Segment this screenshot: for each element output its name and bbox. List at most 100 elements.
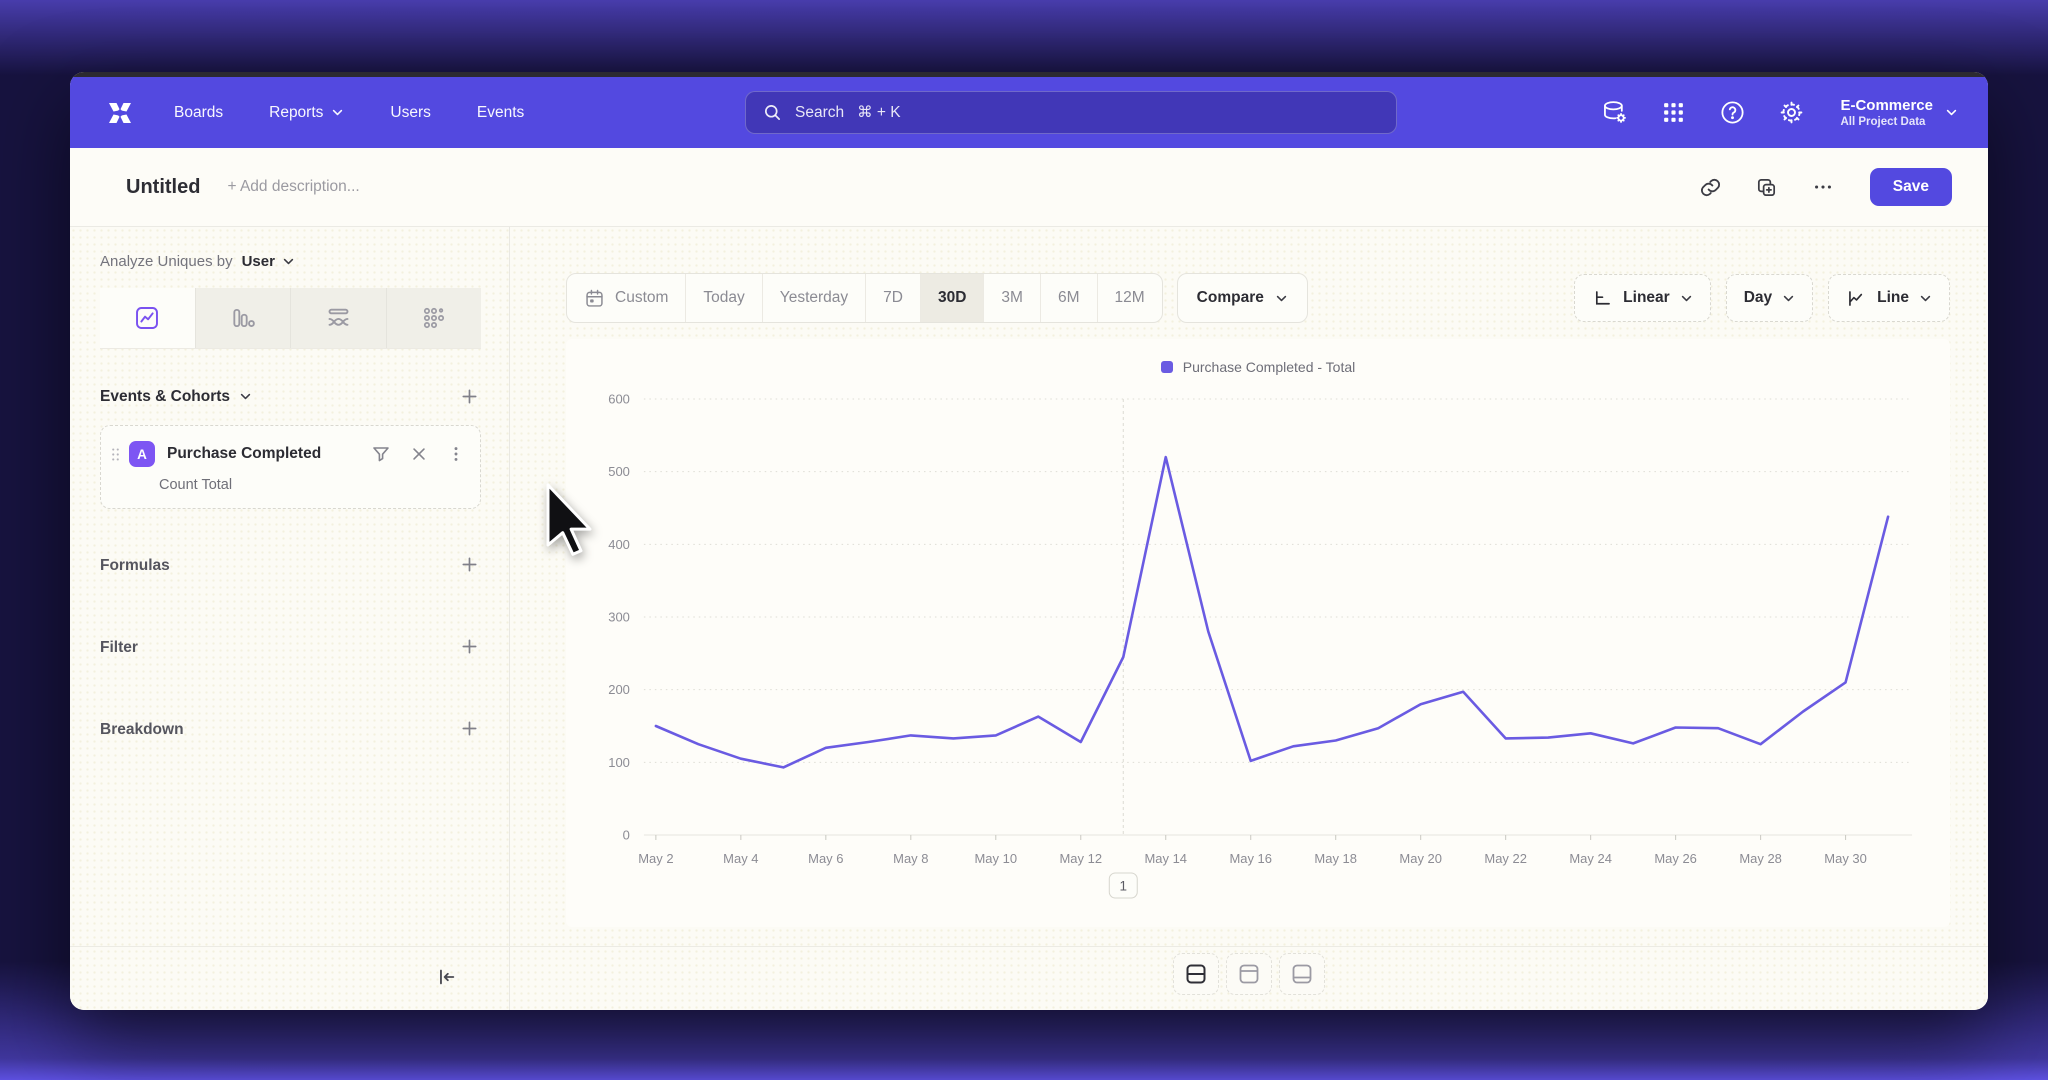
events-section-title: Events & Cohorts	[100, 387, 231, 405]
top-navbar: Boards Reports Users Events Search ⌘ + K	[70, 77, 1988, 148]
layout-panel-bottom-button[interactable]	[1279, 953, 1325, 995]
svg-text:May 22: May 22	[1484, 851, 1527, 866]
chevron-down-icon	[282, 255, 295, 268]
compare-dropdown[interactable]: Compare	[1176, 273, 1308, 323]
svg-text:May 4: May 4	[723, 851, 758, 866]
chevron-down-icon	[1945, 106, 1958, 119]
more-vertical-icon[interactable]	[447, 445, 465, 463]
range-6m[interactable]: 6M	[1041, 274, 1098, 322]
events-cohorts-toggle[interactable]: Events & Cohorts	[100, 388, 252, 406]
analyze-row: Analyze Uniques by User	[100, 253, 481, 270]
duplicate-icon[interactable]	[1754, 174, 1780, 200]
add-breakdown-button[interactable]	[458, 717, 481, 743]
more-icon[interactable]	[1810, 174, 1836, 200]
line-chart[interactable]: 0 100 200 300 400 500 600 1 May 2 May 4 May 6 May 8…	[566, 385, 1950, 925]
content-area: Analyze Uniques by User	[70, 227, 1988, 1010]
chart-type-dropdown[interactable]: Line	[1828, 274, 1950, 322]
chevron-down-icon	[1275, 292, 1288, 305]
report-canvas: Custom Today Yesterday 7D 30D 3M 6M 12M Compare…	[510, 227, 1988, 1010]
nav-item-events[interactable]: Events	[476, 103, 525, 121]
project-selector[interactable]: E-Commerce All Project Data	[1840, 97, 1958, 128]
events-section-header: Events & Cohorts	[100, 385, 481, 408]
apps-grid-icon[interactable]	[1659, 99, 1687, 127]
section-label: Formulas	[100, 557, 170, 574]
svg-text:May 20: May 20	[1399, 851, 1442, 866]
add-event-button[interactable]	[458, 385, 481, 408]
chart-legend: Purchase Completed - Total	[566, 359, 1950, 375]
chart-toolbar: Custom Today Yesterday 7D 30D 3M 6M 12M Compare…	[566, 273, 1950, 323]
add-description-field[interactable]: + Add description...	[227, 178, 360, 195]
legend-label: Purchase Completed - Total	[1182, 359, 1356, 375]
app-window: Boards Reports Users Events Search ⌘ + K	[70, 72, 1988, 1010]
svg-text:May 26: May 26	[1654, 851, 1697, 866]
chart-card: Purchase Completed - Total 0 100 200 300 400…	[566, 339, 1950, 927]
tab-flow[interactable]	[291, 288, 387, 348]
help-icon[interactable]	[1718, 99, 1746, 127]
project-name: E-Commerce	[1840, 97, 1933, 114]
range-yesterday[interactable]: Yesterday	[763, 274, 867, 322]
data-management-icon[interactable]	[1600, 99, 1628, 127]
nav-item-reports[interactable]: Reports	[269, 104, 344, 122]
chevron-down-icon	[239, 390, 252, 403]
range-12m[interactable]: 12M	[1114, 289, 1145, 306]
chart-display-controls: Linear Day Line	[1574, 274, 1950, 322]
chevron-down-icon	[1919, 292, 1932, 305]
svg-text:May 8: May 8	[893, 851, 928, 866]
range-today[interactable]: Today	[686, 274, 763, 322]
svg-text:200: 200	[608, 682, 630, 697]
layout-split-horizontal-button[interactable]	[1173, 953, 1219, 995]
tab-retention[interactable]	[387, 288, 482, 348]
project-subtitle: All Project Data	[1840, 116, 1926, 128]
search-placeholder: Search	[795, 103, 845, 121]
report-header: Untitled + Add description... Save	[70, 148, 1988, 227]
page-title[interactable]: Untitled	[126, 175, 201, 198]
save-button[interactable]: Save	[1869, 168, 1952, 206]
svg-text:0: 0	[623, 827, 630, 842]
sidebar-sections: Formulas Filter Breakdown	[100, 553, 481, 743]
chevron-down-icon	[331, 106, 344, 119]
search-shortcut: ⌘ + K	[857, 104, 901, 121]
svg-text:May 6: May 6	[808, 851, 843, 866]
layout-panel-top-button[interactable]	[1226, 953, 1272, 995]
link-icon[interactable]	[1698, 174, 1724, 200]
tab-bar-chart[interactable]	[196, 288, 291, 348]
svg-text:May 2: May 2	[638, 851, 673, 866]
svg-text:500: 500	[608, 464, 630, 479]
tab-insights[interactable]	[100, 288, 196, 348]
nav-item-users[interactable]: Users	[390, 103, 431, 121]
drag-handle-icon[interactable]	[111, 447, 120, 462]
search-input[interactable]: Search ⌘ + K	[745, 91, 1397, 134]
sidebar-section-filter: Filter	[100, 635, 481, 661]
analyze-by-dropdown[interactable]: User	[242, 253, 295, 270]
nav-item-boards[interactable]: Boards	[174, 103, 224, 121]
interval-dropdown[interactable]: Day	[1725, 274, 1814, 322]
svg-text:May 24: May 24	[1569, 851, 1612, 866]
scale-dropdown[interactable]: Linear	[1574, 274, 1711, 322]
chevron-down-icon	[1782, 292, 1795, 305]
svg-text:May 18: May 18	[1314, 851, 1357, 866]
settings-gear-icon[interactable]	[1777, 99, 1805, 127]
calendar-icon	[584, 288, 605, 309]
add-formulas-button[interactable]	[458, 553, 481, 579]
collapse-sidebar-button[interactable]	[429, 965, 463, 992]
event-card[interactable]: A Purchase Completed	[100, 425, 481, 509]
range-3m[interactable]: 3M	[984, 274, 1041, 322]
remove-icon[interactable]	[410, 445, 428, 463]
range-7d[interactable]: 7D	[866, 274, 921, 322]
range-custom[interactable]: Custom	[567, 274, 687, 322]
query-sidebar: Analyze Uniques by User	[70, 227, 510, 1010]
add-filter-button[interactable]	[458, 635, 481, 661]
section-label: Filter	[100, 639, 138, 656]
filter-icon[interactable]	[371, 444, 391, 464]
event-metric[interactable]: Count Total	[159, 477, 233, 493]
mixpanel-logo-icon[interactable]	[100, 93, 140, 133]
svg-text:100: 100	[608, 755, 630, 770]
range-30d[interactable]: 30D	[920, 274, 985, 322]
svg-text:400: 400	[608, 537, 630, 552]
svg-text:May 14: May 14	[1144, 851, 1187, 866]
primary-nav: Boards Reports Users Events	[174, 104, 524, 122]
analyze-label: Analyze Uniques by	[100, 253, 233, 270]
linear-axis-icon	[1592, 288, 1613, 309]
svg-text:600: 600	[608, 391, 630, 406]
